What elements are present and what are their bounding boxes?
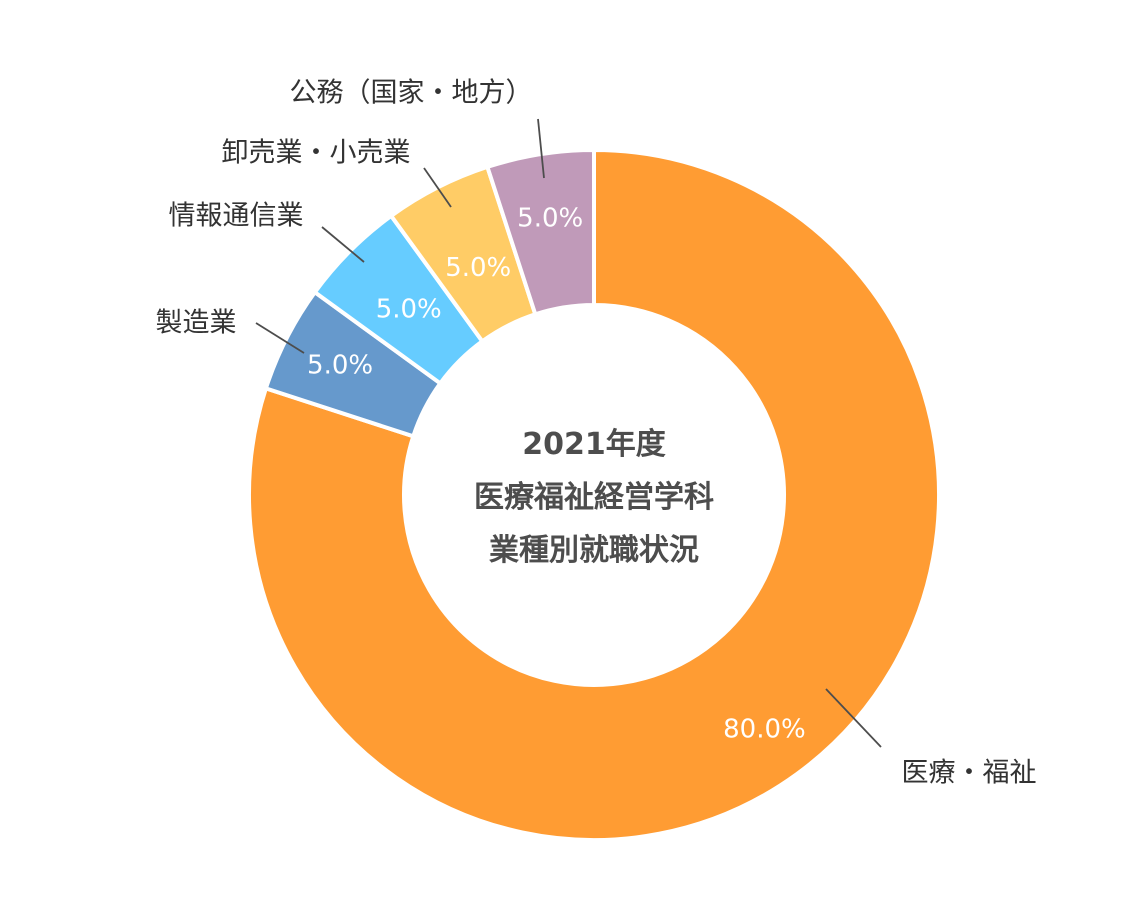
chart-title-line-subject: 業種別就職状況 xyxy=(489,533,699,568)
chart-title: 2021年度 医療福祉経営学科 業種別就職状況 xyxy=(417,418,771,577)
value-label-1: 5.0% xyxy=(307,351,373,381)
leader-line-group xyxy=(255,118,882,748)
chart-title-line-department: 医療福祉経営学科 xyxy=(474,480,714,515)
chart-title-line-year: 2021年度 xyxy=(522,427,666,462)
value-label-4: 5.0% xyxy=(517,203,583,233)
leader-line-1 xyxy=(255,322,305,354)
category-label-4: 公務（国家・地方） xyxy=(290,78,533,109)
category-label-3: 卸売業・小売業 xyxy=(222,138,411,169)
leader-line-0 xyxy=(825,688,882,748)
donut-slice-4 xyxy=(484,147,596,317)
category-label-group: 医療・福祉 製造業 情報通信業 卸売業・小売業 公務（国家・地方） xyxy=(156,78,1037,789)
leader-line-2 xyxy=(321,226,365,263)
category-label-2: 情報通信業 xyxy=(169,201,304,232)
category-label-0: 医療・福祉 xyxy=(902,758,1037,789)
leader-line-3 xyxy=(423,167,452,208)
value-label-3: 5.0% xyxy=(445,253,511,283)
category-label-1: 製造業 xyxy=(156,308,237,339)
donut-slice-0 xyxy=(247,147,941,842)
value-label-0: 80.0% xyxy=(723,715,806,745)
value-label-group: 80.0%5.0%5.0%5.0%5.0% xyxy=(307,203,806,744)
leader-line-4 xyxy=(537,118,545,179)
value-label-2: 5.0% xyxy=(376,295,442,325)
slice-group xyxy=(247,147,941,842)
